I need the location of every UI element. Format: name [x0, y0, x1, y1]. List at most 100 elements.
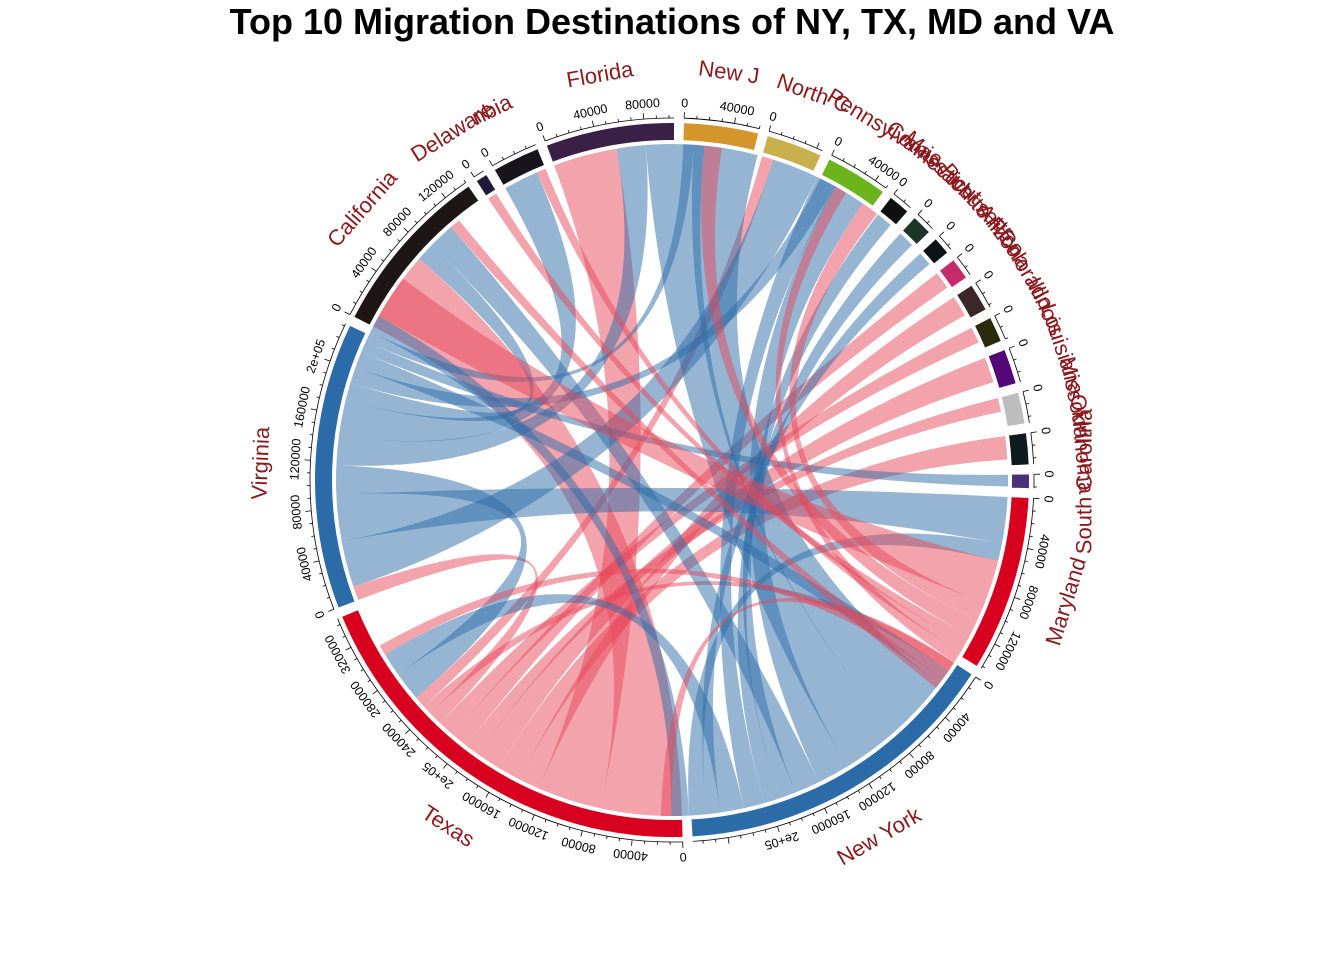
tick-california [366, 279, 370, 283]
tick-texas [465, 778, 468, 782]
chord-maryland-to-florida [701, 145, 978, 636]
tick-district-of-columbia [524, 145, 527, 149]
tick-north-carolina [792, 135, 795, 140]
tick-puerto-rico [939, 231, 945, 237]
tick-colorado [975, 279, 981, 284]
sector-maryland [962, 497, 1029, 666]
tick-arizona [957, 253, 963, 258]
tick-virginia [326, 597, 330, 599]
chord-virginia-to-maryland [336, 487, 1008, 544]
tick-label: 160000 [809, 807, 853, 837]
tick-texas [416, 738, 419, 741]
tick-california [381, 258, 384, 262]
tick-texas [435, 755, 438, 759]
sector-connecticut [880, 197, 908, 225]
tick-maryland [982, 665, 986, 669]
tick-texas [544, 819, 547, 823]
chart-title: Top 10 Migration Destinations of NY, TX,… [229, 1, 1115, 42]
tick-axis-north-carolina [768, 130, 823, 152]
tick-maryland [1014, 597, 1021, 600]
tick-label: 0 [459, 157, 473, 173]
tick-axis-oklahoma [1030, 432, 1035, 465]
tick-texas [390, 710, 394, 713]
tick-california [403, 227, 409, 233]
chord-virginia-to-north-carolina [341, 159, 818, 587]
tick-label: 40000 [348, 244, 380, 281]
tick-texas [485, 792, 490, 798]
tick-new-york [927, 735, 931, 739]
tick-new-york [918, 744, 922, 748]
tick-axis-illinois [994, 315, 1006, 340]
tick-massachusetts [917, 209, 923, 215]
sector-pennsylvania [822, 159, 883, 206]
tick-texas [367, 679, 371, 683]
tick-california [423, 211, 427, 215]
tick-label: 120000 [287, 438, 303, 480]
chord-virginia-to-pennsylvania [350, 178, 835, 408]
tick-new-york [857, 790, 861, 794]
tick-label: 0 [681, 96, 688, 110]
tick-california [359, 290, 363, 293]
tick-label: 40000 [294, 546, 315, 583]
tick-label: 40000 [719, 99, 756, 119]
tick-label: 80000 [380, 204, 414, 239]
tick-texas [342, 635, 346, 638]
tick-new-york [801, 817, 803, 822]
tick-new-york [846, 796, 850, 800]
tick-label: 40000 [612, 846, 648, 864]
tick-new-york [944, 717, 951, 722]
tick-virginia [322, 584, 326, 587]
chord-links [336, 144, 1009, 816]
tick-label: 160000 [291, 385, 313, 429]
chord-texas-to-arizona [452, 273, 948, 746]
tick-axis-connecticut [893, 193, 911, 208]
tick-california [344, 311, 351, 315]
sector-california [354, 186, 479, 325]
chord-virginia-to-district-of-columbia [338, 172, 576, 442]
tick-north-carolina [804, 140, 807, 144]
tick-new-york [879, 776, 882, 780]
tick-texas [568, 827, 571, 831]
tick-delaware [470, 171, 475, 178]
tick-label: 0 [679, 850, 686, 864]
sector-oklahoma [1009, 433, 1029, 466]
tick-texas [531, 814, 535, 821]
tick-colorado [988, 302, 992, 306]
tick-missouri [1022, 389, 1029, 393]
tick-label: 0 [832, 134, 844, 150]
tick-label: 0 [329, 301, 345, 314]
tick-label: 240000 [379, 720, 418, 760]
tick-california [441, 192, 446, 198]
tick-texas [476, 785, 479, 789]
tick-new-york [789, 822, 791, 826]
tick-florida [580, 126, 582, 130]
tick-label: 0 [1015, 337, 1031, 349]
tick-texas [405, 729, 411, 734]
sector-virginia [315, 325, 366, 608]
tick-california [414, 220, 418, 224]
tick-axis-florida [544, 117, 675, 142]
tick-new-york [975, 676, 981, 681]
tick-texas [631, 839, 633, 846]
tick-pennsylvania [853, 164, 856, 168]
tick-label: 80000 [625, 96, 661, 113]
tick-puerto-rico [947, 243, 951, 246]
sector-label-virginia: Virginia [246, 426, 274, 501]
tick-virginia [305, 510, 312, 512]
tick-florida [591, 120, 595, 127]
tick-new-york [835, 802, 838, 806]
tick-arizona [964, 265, 968, 268]
tick-louisiana [1017, 370, 1021, 373]
tick-california [463, 179, 467, 183]
tick-texas [593, 833, 596, 837]
tick-district-of-columbia [513, 151, 516, 155]
sector-label-south-carolina: South Carolina [1071, 408, 1097, 554]
chord-new-york-to-california [432, 227, 820, 793]
tick-label: 0 [312, 609, 328, 621]
tick-virginia [313, 560, 320, 563]
tick-virginia [316, 396, 320, 399]
sector-colorado [957, 285, 986, 318]
tick-label: 40000 [1032, 533, 1052, 570]
tick-axis-massachusetts [917, 214, 933, 229]
